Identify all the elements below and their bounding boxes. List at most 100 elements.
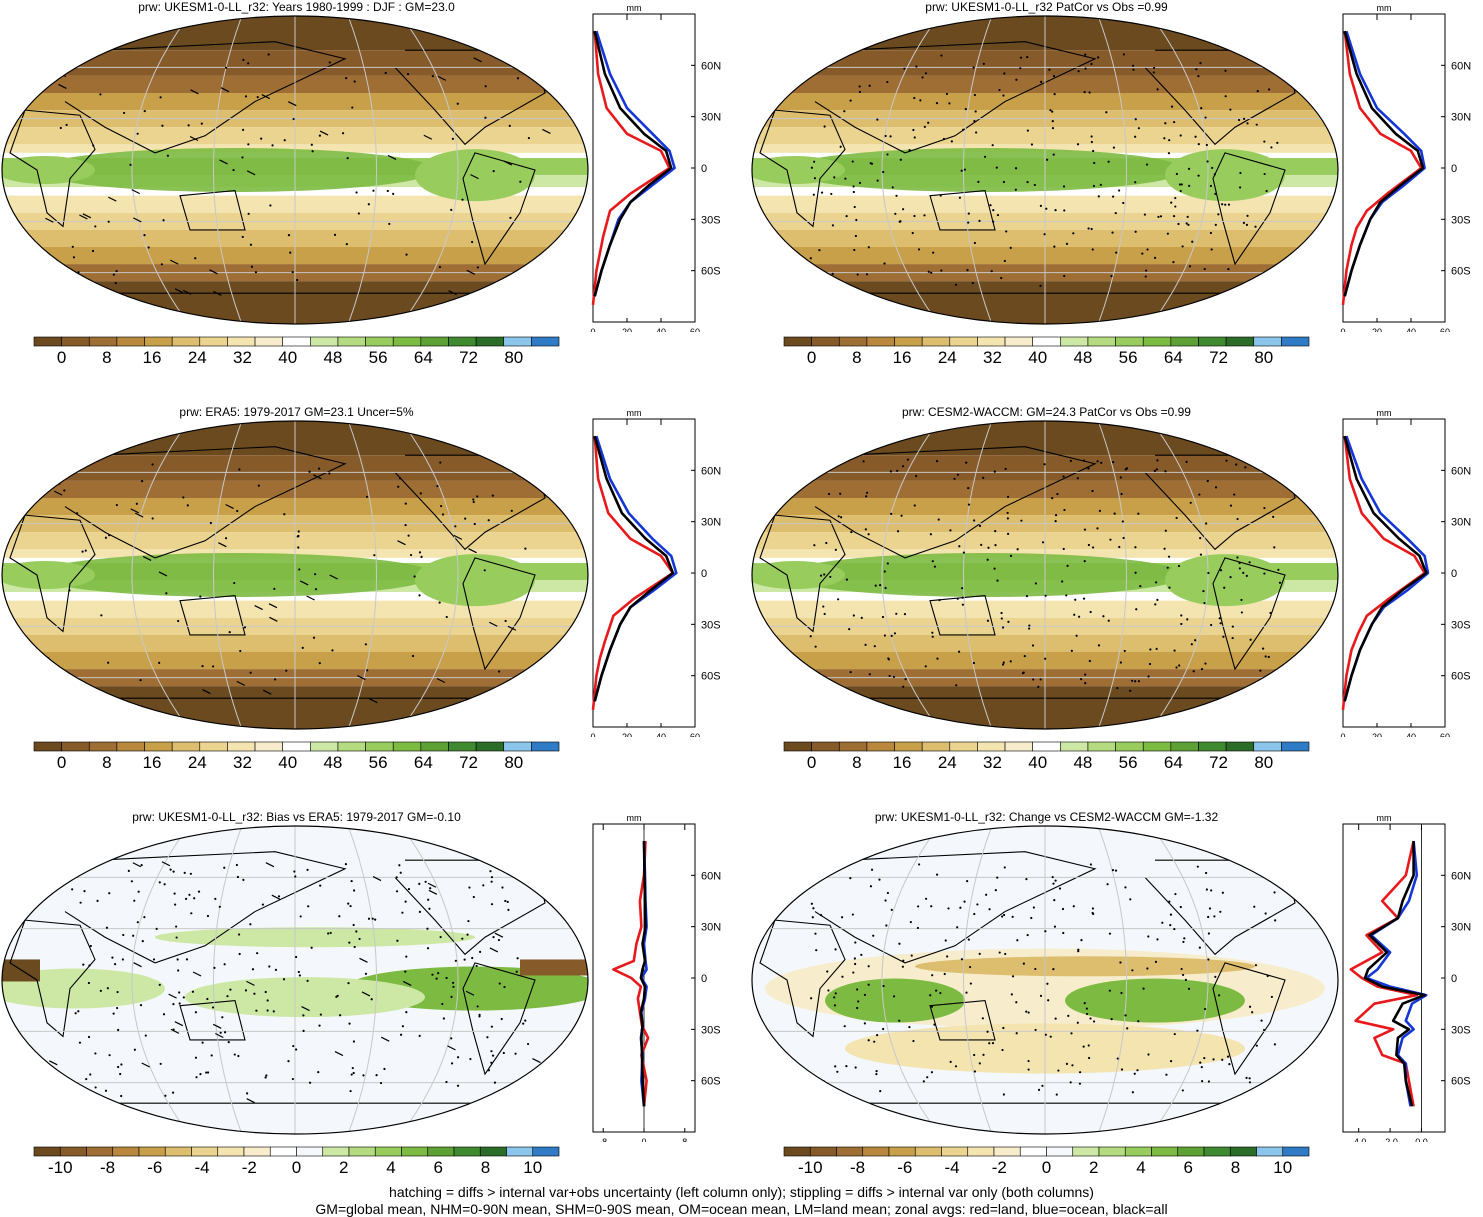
zonal-y-tick: 30N xyxy=(701,517,721,529)
colorbar-swatch xyxy=(941,1146,969,1157)
zonal-y-tick: 30N xyxy=(1451,517,1471,529)
colorbar-label: 0 xyxy=(1042,1158,1051,1175)
colorbar-swatch xyxy=(112,1146,140,1157)
zonal-unit: mm xyxy=(1377,813,1392,823)
colorbar-swatch xyxy=(420,741,449,752)
colorbar-label: 32 xyxy=(983,753,1002,770)
zonal-x-tick: 20 xyxy=(622,732,632,737)
colorbar-swatch xyxy=(191,1146,219,1157)
colorbar-label: 72 xyxy=(1209,348,1228,365)
colorbar-swatch xyxy=(1004,741,1033,752)
colorbar-swatch xyxy=(448,741,477,752)
colorbar-swatch xyxy=(1281,741,1310,752)
colorbar-swatch xyxy=(420,336,449,347)
robinson-map xyxy=(1,420,589,730)
zonal-x-tick: 40 xyxy=(1406,327,1416,332)
colorbar-label: 4 xyxy=(386,1158,395,1175)
colorbar-label: 80 xyxy=(1254,348,1273,365)
colorbar-label: 56 xyxy=(369,753,388,770)
colorbar-swatch xyxy=(1198,741,1227,752)
colorbar: 0 8 16 24 32 40 48 56 64 72 80 xyxy=(33,741,560,770)
footnote-line-2: GM=global mean, NHM=0-90N mean, SHM=0-90… xyxy=(315,1201,1168,1217)
zonal-y-tick: 60N xyxy=(1451,60,1471,72)
colorbar-swatch xyxy=(1170,741,1199,752)
colorbar-label: 48 xyxy=(1073,348,1092,365)
colorbar-label: 24 xyxy=(938,753,957,770)
zonal-frame xyxy=(592,13,696,323)
zonal-y-tick: 30N xyxy=(1451,922,1471,934)
zonal-y-tick: 30S xyxy=(1451,619,1471,631)
colorbar-swatch xyxy=(282,741,311,752)
map-border xyxy=(1,825,589,1135)
colorbar-label: 56 xyxy=(1119,348,1138,365)
colorbar-label: -8 xyxy=(850,1158,865,1175)
zonal-mean-plot: mm 60N 30N 0 30S 60S 0 20 40 60 xyxy=(1340,408,1471,737)
zonal-y-tick: 0 xyxy=(1451,973,1457,985)
zonal-unit: mm xyxy=(627,408,642,418)
colorbar-swatch xyxy=(254,741,283,752)
zonal-y-tick: 60S xyxy=(701,266,721,278)
colorbar-swatch xyxy=(811,336,840,347)
colorbar-swatch xyxy=(783,1146,811,1157)
colorbar-swatch xyxy=(164,1146,192,1157)
graticule xyxy=(2,421,588,729)
panel-title: prw: UKESM1-0-LL_r32: Bias vs ERA5: 1979… xyxy=(132,810,461,824)
colorbar-swatch xyxy=(217,1146,245,1157)
colorbar-swatch xyxy=(401,1146,429,1157)
panel-title: prw: UKESM1-0-LL_r32 PatCor vs Obs =0.99 xyxy=(925,0,1168,14)
stippling xyxy=(71,863,530,1098)
colorbar-swatch xyxy=(479,1146,507,1157)
map-border xyxy=(751,15,1339,325)
colorbar-swatch xyxy=(61,741,90,752)
zonal-y-tick: 30N xyxy=(1451,112,1471,124)
zonal-x-tick: 0 xyxy=(641,1137,646,1142)
colorbar-label: 6 xyxy=(434,1158,443,1175)
colorbar-label: 10 xyxy=(1273,1158,1292,1175)
colorbar-swatch xyxy=(862,1146,890,1157)
colorbar-swatch xyxy=(348,1146,376,1157)
colorbar-swatch xyxy=(171,741,201,752)
zonal-y-tick: 60S xyxy=(1451,671,1471,683)
colorbar-swatch xyxy=(116,741,145,752)
zonal-unit: mm xyxy=(627,3,642,13)
colorbar-swatch xyxy=(365,741,394,752)
colorbar-swatch xyxy=(61,336,90,347)
zonal-x-tick: 40 xyxy=(656,732,666,737)
colorbar-swatch xyxy=(1203,1146,1231,1157)
stippling xyxy=(810,863,1278,1096)
colorbar-swatch xyxy=(427,1146,455,1157)
colorbar-swatch xyxy=(921,741,951,752)
colorbar-swatch xyxy=(503,336,532,347)
zonal-x-tick: 0 xyxy=(1340,327,1345,332)
graticule xyxy=(752,421,1338,729)
colorbar-swatch xyxy=(1087,741,1116,752)
map-border xyxy=(1,420,589,730)
colorbar-swatch xyxy=(448,336,477,347)
colorbar-label: 10 xyxy=(523,1158,542,1175)
zonal-y-tick: 30N xyxy=(701,112,721,124)
zonal-mean-plot: mm 60N 30N 0 30S 60S 0 20 40 60 xyxy=(590,3,721,332)
colorbar-swatch xyxy=(838,336,868,347)
zonal-mean-plot: mm 60N 30N 0 30S 60S 0 20 40 60 xyxy=(590,408,721,737)
zonal-mean-plot: mm 60N 30N 0 30S 60S -4.0 -2.0 0.0 xyxy=(1342,813,1471,1142)
zonal-series-line xyxy=(591,435,675,711)
colorbar-swatch xyxy=(227,741,256,752)
graticule xyxy=(752,826,1338,1134)
colorbar-label: 24 xyxy=(188,348,207,365)
colorbar-label: 64 xyxy=(1164,348,1183,365)
colorbar-label: 40 xyxy=(1028,348,1047,365)
zonal-y-tick: 60N xyxy=(701,465,721,477)
colorbar-swatch xyxy=(866,336,895,347)
colorbar-label: 8 xyxy=(852,753,861,770)
colorbar-swatch xyxy=(199,336,228,347)
colorbar-swatch xyxy=(977,741,1006,752)
stippling xyxy=(809,458,1282,692)
colorbar-swatch xyxy=(977,336,1006,347)
colorbar-label: 16 xyxy=(893,753,912,770)
zonal-frame xyxy=(1342,13,1446,323)
colorbar-swatch xyxy=(199,741,228,752)
colorbar-swatch xyxy=(1060,741,1089,752)
colorbar-label: -4 xyxy=(944,1158,959,1175)
colorbar-swatch xyxy=(894,336,923,347)
colorbar-swatch xyxy=(888,1146,916,1157)
